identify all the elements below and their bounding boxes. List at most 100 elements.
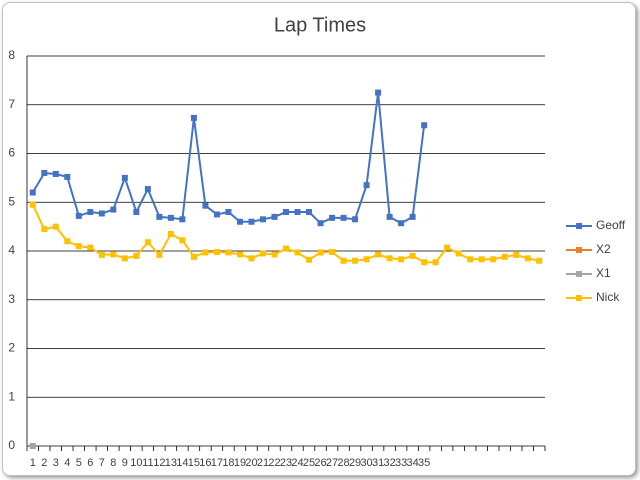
point — [29, 443, 36, 449]
point — [156, 213, 163, 220]
point — [306, 256, 313, 263]
point — [64, 238, 71, 245]
point — [144, 186, 151, 193]
point — [317, 220, 324, 227]
point — [386, 213, 393, 220]
x-tick-label: 33 — [395, 457, 407, 469]
point — [490, 256, 497, 263]
x-tick-label: 4 — [64, 457, 70, 469]
point — [75, 243, 82, 250]
point — [52, 223, 59, 230]
point — [202, 249, 209, 256]
point — [87, 209, 94, 215]
x-tick-label: 21 — [257, 457, 269, 469]
point — [444, 244, 451, 251]
point — [213, 248, 220, 255]
y-tick-label: 0 — [8, 438, 15, 452]
point — [340, 214, 347, 221]
point — [29, 189, 36, 196]
x-tick-label: 18 — [222, 457, 234, 469]
point — [248, 218, 255, 225]
y-tick-label: 3 — [8, 292, 15, 306]
point — [225, 209, 232, 215]
point — [306, 209, 313, 215]
legend-label: Nick — [596, 290, 620, 304]
point — [121, 255, 128, 262]
legend-marker — [576, 247, 582, 253]
x-tick-label: 1 — [30, 457, 36, 469]
point — [87, 244, 94, 251]
point — [329, 248, 336, 255]
point — [167, 214, 174, 221]
x-tick-label: 28 — [337, 457, 349, 469]
legend-label: X1 — [596, 266, 611, 280]
x-tick-label: 13 — [165, 457, 177, 469]
y-tick-label: 1 — [8, 389, 15, 403]
y-tick-label: 6 — [8, 146, 15, 160]
point — [110, 251, 117, 258]
point — [294, 249, 301, 256]
legend-label: X2 — [596, 242, 611, 256]
x-tick-label: 27 — [326, 457, 338, 469]
point — [213, 211, 220, 218]
point — [501, 253, 508, 260]
point — [190, 114, 197, 121]
point — [29, 201, 36, 208]
x-tick-label: 31 — [372, 457, 384, 469]
y-tick-label: 4 — [8, 243, 15, 257]
point — [236, 218, 243, 225]
point — [133, 252, 140, 259]
point — [421, 122, 428, 129]
point — [41, 226, 48, 233]
y-tick-label: 8 — [8, 48, 15, 62]
x-tick-label: 22 — [268, 457, 280, 469]
point — [190, 253, 197, 260]
x-tick-label: 26 — [314, 457, 326, 469]
x-tick-label: 2 — [41, 457, 47, 469]
legend-marker — [576, 223, 582, 229]
point — [98, 210, 105, 217]
x-tick-label: 23 — [280, 457, 292, 469]
point — [329, 214, 336, 221]
point — [536, 257, 543, 264]
x-tick-label: 9 — [122, 457, 128, 469]
point — [259, 250, 266, 257]
point — [294, 209, 301, 215]
point — [352, 257, 359, 264]
point — [52, 170, 59, 177]
x-tick-label: 3 — [53, 457, 59, 469]
point — [467, 256, 474, 263]
point — [524, 255, 531, 262]
point — [248, 255, 255, 262]
x-tick-label: 5 — [76, 457, 82, 469]
x-tick-label: 25 — [303, 457, 315, 469]
point — [271, 213, 278, 220]
x-tick-label: 16 — [199, 457, 211, 469]
point — [409, 252, 416, 259]
point — [478, 256, 485, 263]
x-tick-label: 29 — [349, 457, 361, 469]
point — [225, 249, 232, 256]
x-tick-label: 6 — [87, 457, 93, 469]
point — [75, 212, 82, 219]
point — [167, 230, 174, 237]
x-tick-label: 19 — [234, 457, 246, 469]
legend-label: Geoff — [596, 218, 626, 232]
point — [202, 202, 209, 209]
point — [352, 216, 359, 223]
point — [283, 209, 289, 215]
point — [110, 206, 117, 213]
point — [398, 256, 405, 263]
y-tick-label: 5 — [8, 194, 15, 208]
point — [386, 255, 393, 262]
x-tick-label: 30 — [360, 457, 372, 469]
x-tick-label: 7 — [99, 457, 105, 469]
point — [271, 251, 278, 258]
point — [363, 182, 370, 189]
point — [144, 239, 151, 246]
x-tick-label: 32 — [383, 457, 395, 469]
x-tick-label: 10 — [130, 457, 142, 469]
x-tick-label: 24 — [291, 457, 303, 469]
